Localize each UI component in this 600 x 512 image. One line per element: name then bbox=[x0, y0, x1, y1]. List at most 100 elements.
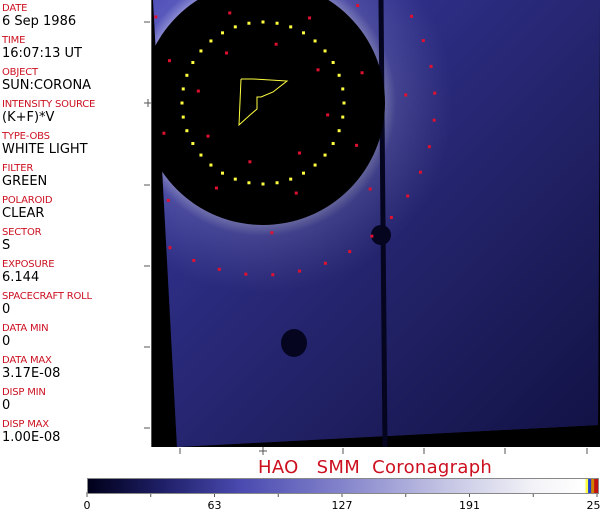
grid-marker bbox=[248, 160, 252, 164]
info-label: DISP MIN bbox=[2, 387, 46, 398]
limb-marker bbox=[233, 25, 237, 29]
grid-marker bbox=[228, 11, 232, 15]
grid-marker bbox=[294, 191, 298, 195]
limb-marker bbox=[181, 115, 185, 119]
limb-marker bbox=[191, 142, 195, 145]
grid-marker bbox=[406, 194, 410, 198]
limb-marker bbox=[209, 39, 213, 43]
grid-marker bbox=[389, 215, 393, 219]
colorbar-tick-label: 255 bbox=[586, 499, 600, 512]
info-label: SPACECRAFT ROLL bbox=[2, 291, 92, 302]
limb-marker bbox=[261, 20, 265, 24]
grid-marker bbox=[355, 143, 359, 147]
limb-marker bbox=[185, 73, 189, 77]
grid-marker bbox=[316, 68, 320, 72]
info-field: OBJECT SUN:CORONA bbox=[2, 67, 91, 93]
limb-marker bbox=[341, 115, 345, 119]
grid-marker bbox=[429, 64, 433, 68]
limb-marker bbox=[191, 61, 195, 64]
info-field: SECTOR S bbox=[2, 227, 42, 253]
info-value: 0 bbox=[2, 334, 11, 349]
limb-marker bbox=[323, 153, 327, 157]
grid-marker bbox=[168, 246, 172, 250]
grid-marker bbox=[206, 134, 210, 138]
limb-marker bbox=[221, 171, 224, 175]
limb-marker bbox=[337, 73, 341, 77]
limb-marker bbox=[302, 171, 305, 175]
limb-marker bbox=[313, 163, 317, 167]
info-field: EXPOSURE 6.144 bbox=[2, 259, 55, 285]
info-label: OBJECT bbox=[2, 67, 38, 78]
info-label: INTENSITY SOURCE bbox=[2, 99, 96, 110]
limb-marker bbox=[199, 153, 203, 157]
grid-marker bbox=[404, 93, 408, 97]
grid-marker bbox=[370, 234, 374, 238]
limb-marker bbox=[247, 21, 251, 25]
limb-marker bbox=[261, 182, 265, 186]
info-field: DATE 6 Sep 1986 bbox=[2, 3, 76, 29]
grid-marker bbox=[308, 16, 312, 20]
grid-marker bbox=[368, 187, 372, 191]
info-value: 1.00E-08 bbox=[2, 430, 61, 445]
grid-marker bbox=[274, 42, 278, 46]
limb-marker bbox=[221, 31, 224, 35]
limb-marker bbox=[337, 129, 341, 133]
limb-marker bbox=[289, 177, 293, 181]
info-value: CLEAR bbox=[2, 206, 45, 221]
pylon-disk bbox=[371, 225, 391, 245]
info-value: SUN:CORONA bbox=[2, 78, 92, 93]
grid-marker bbox=[297, 151, 301, 155]
info-label: POLAROID bbox=[2, 195, 53, 206]
info-field: FILTER GREEN bbox=[2, 163, 47, 189]
grid-marker bbox=[433, 91, 437, 95]
grid-marker bbox=[348, 250, 352, 254]
info-value: 0 bbox=[2, 398, 11, 413]
limb-marker bbox=[185, 129, 189, 133]
grid-marker bbox=[360, 71, 364, 75]
colorbar-tick-label: 191 bbox=[459, 499, 480, 512]
limb-marker bbox=[181, 87, 185, 91]
info-field: DISP MAX 1.00E-08 bbox=[2, 419, 60, 445]
info-label: DATA MIN bbox=[2, 323, 49, 334]
info-label: EXPOSURE bbox=[2, 259, 55, 270]
info-value: 3.17E-08 bbox=[2, 366, 61, 381]
info-field: DATA MIN 0 bbox=[2, 323, 49, 349]
colorbar-tick-label: 0 bbox=[83, 499, 91, 512]
grid-marker bbox=[162, 131, 166, 135]
limb-marker bbox=[275, 181, 279, 185]
limb-marker bbox=[275, 21, 279, 25]
info-value: (K+F)*V bbox=[2, 110, 55, 125]
grid-marker bbox=[418, 170, 422, 174]
info-value: GREEN bbox=[2, 174, 48, 189]
colorbar-tick-label: 127 bbox=[331, 499, 353, 512]
grid-marker bbox=[154, 15, 158, 19]
info-label: DATE bbox=[2, 3, 28, 14]
limb-marker bbox=[302, 31, 305, 35]
grid-marker bbox=[323, 261, 327, 265]
limb-marker bbox=[199, 49, 203, 53]
grid-marker bbox=[196, 89, 200, 93]
grid-marker bbox=[410, 14, 414, 18]
info-value: 16:07:13 UT bbox=[2, 46, 82, 61]
coronagraph-image bbox=[152, 0, 600, 447]
info-value: 6 Sep 1986 bbox=[2, 14, 77, 29]
limb-marker bbox=[323, 49, 327, 53]
dust-spot bbox=[281, 329, 307, 357]
info-value: 0 bbox=[2, 302, 11, 317]
grid-marker bbox=[192, 258, 196, 262]
grid-marker bbox=[298, 269, 302, 273]
info-label: TIME bbox=[2, 35, 26, 46]
info-field: TYPE-OBS WHITE LIGHT bbox=[2, 131, 88, 157]
info-value: WHITE LIGHT bbox=[2, 142, 88, 157]
limb-marker bbox=[180, 101, 184, 105]
info-field: DATA MAX 3.17E-08 bbox=[2, 355, 60, 381]
info-label: FILTER bbox=[2, 163, 34, 174]
info-label: DISP MAX bbox=[2, 419, 49, 430]
colorbar-tick-label: 63 bbox=[207, 499, 222, 512]
info-panel: DATE 6 Sep 1986 TIME 16:07:13 UT OBJECT SUN:C… bbox=[0, 0, 152, 447]
grid-marker bbox=[166, 198, 170, 202]
grid-marker bbox=[421, 39, 425, 43]
info-field: TIME 16:07:13 UT bbox=[2, 35, 82, 61]
limb-marker bbox=[341, 87, 345, 91]
pointing-triangle bbox=[238, 78, 289, 127]
